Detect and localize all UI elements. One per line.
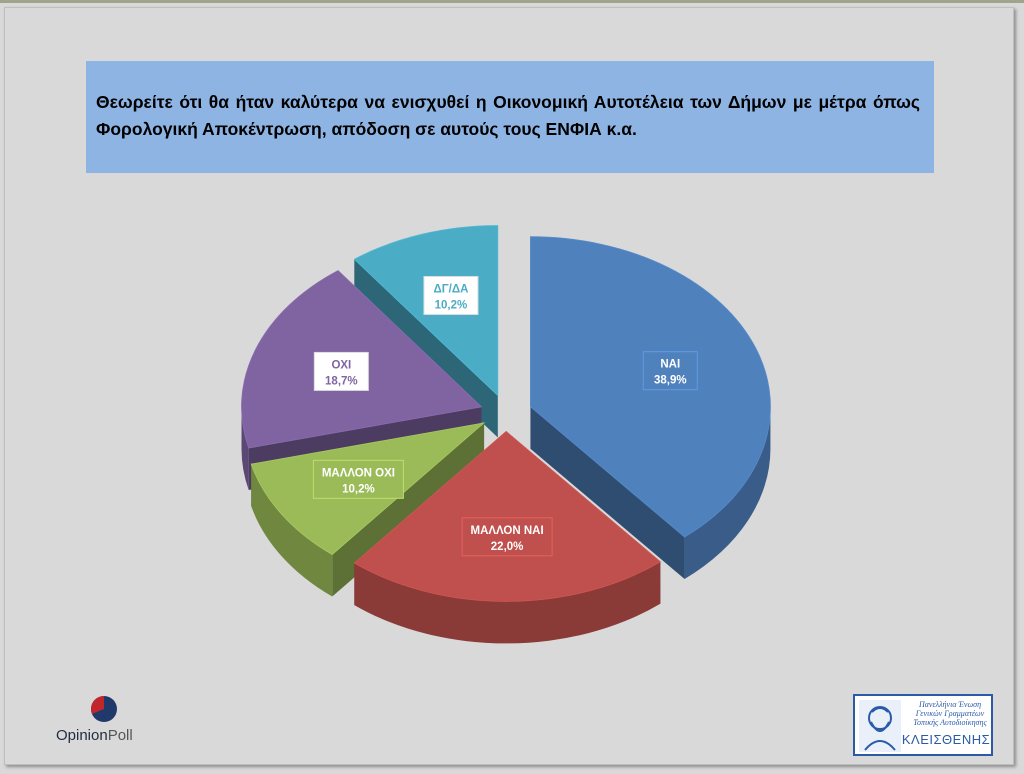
pie-slice-wall-0-1 xyxy=(530,406,685,580)
pie-slice-side-2 xyxy=(251,464,333,597)
data-label-3: ΟΧΙ 18,7% xyxy=(313,351,369,391)
data-label-category-1: ΜΑΛΛΟΝ ΝΑΙ xyxy=(471,525,544,537)
opinionpoll-text-2: Poll xyxy=(107,727,133,744)
kleisthenis-logo: Πανελλήνια Ένωση Γενικών Γραμματέων Τοπι… xyxy=(853,694,993,756)
pie-slice-side-0 xyxy=(684,406,771,580)
data-label-box-4 xyxy=(423,275,479,315)
data-label-category-0: ΝΑΙ xyxy=(660,359,680,371)
data-label-category-3: ΟΧΙ xyxy=(331,359,351,371)
question-title-box: Θεωρείτε ότι θα ήταν καλύτερα να ενισχυθ… xyxy=(86,61,934,173)
question-title: Θεωρείτε ότι θα ήταν καλύτερα να ενισχυθ… xyxy=(96,92,920,139)
data-label-value-4: 10,2% xyxy=(435,299,468,311)
kleisthenis-line-1: Πανελλήνια Ένωση xyxy=(918,700,982,709)
pie-chart: ΝΑΙ 38,9% ΜΑΛΛΟΝ ΝΑΙ 22,0% ΜΑΛΛΟΝ ΟΧΙ 10,2% ΟΧ… xyxy=(241,225,771,644)
data-label-value-3: 18,7% xyxy=(325,375,358,387)
data-label-category-4: ΔΓ/ΔΑ xyxy=(433,283,468,295)
kleisthenis-line-2: Γενικών Γραμματέων xyxy=(915,709,985,718)
pie-slice-top-1 xyxy=(353,430,661,602)
data-label-box-1 xyxy=(461,517,553,557)
pie-slice-side-1 xyxy=(354,561,661,644)
data-label-box-2 xyxy=(312,459,404,499)
opinionpoll-dot-icon xyxy=(91,696,117,722)
kleisthenis-name: ΚΛΕΙΣΘΕΝΗΣ xyxy=(901,732,991,747)
data-label-value-2: 10,2% xyxy=(342,483,375,495)
pie-slice-1 xyxy=(353,430,661,644)
slide-frame xyxy=(4,7,1014,765)
bust-icon xyxy=(859,700,901,752)
data-label-box-0 xyxy=(642,351,698,391)
kleisthenis-line-3: Τοπικής Αυτοδιοίκησης xyxy=(913,718,987,727)
data-label-value-1: 22,0% xyxy=(491,541,524,553)
opinionpoll-logo: OpinionPoll xyxy=(56,695,156,749)
data-label-box-3 xyxy=(313,351,369,391)
data-label-2: ΜΑΛΛΟΝ ΟΧΙ 10,2% xyxy=(312,459,404,499)
opinionpoll-text-1: Opinion xyxy=(56,727,108,744)
data-label-4: ΔΓ/ΔΑ 10,2% xyxy=(423,275,479,315)
data-label-0: ΝΑΙ 38,9% xyxy=(642,351,698,391)
data-label-value-0: 38,9% xyxy=(654,375,687,387)
data-label-1: ΜΑΛΛΟΝ ΝΑΙ 22,0% xyxy=(461,517,553,557)
data-label-category-2: ΜΑΛΛΟΝ ΟΧΙ xyxy=(322,467,395,479)
